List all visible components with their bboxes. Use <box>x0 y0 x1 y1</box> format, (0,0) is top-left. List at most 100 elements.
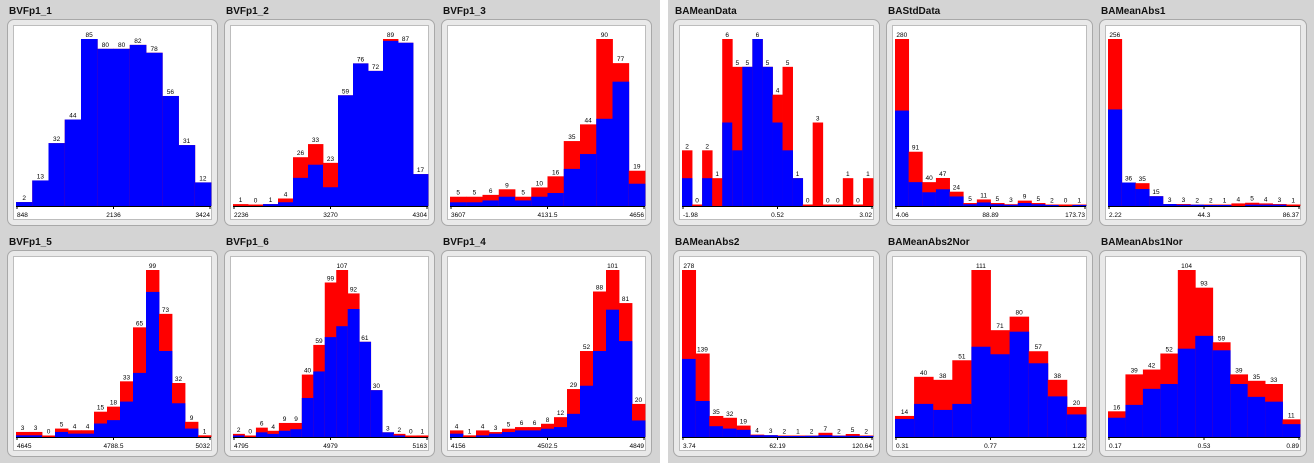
bar-count-label: 44 <box>585 117 593 124</box>
bar-count-label: 80 <box>102 42 110 49</box>
bar-count-label: 13 <box>37 173 45 180</box>
bar-count-label: 101 <box>607 263 618 270</box>
histogram-bar-red <box>832 204 844 206</box>
histogram-bar-red <box>42 435 56 437</box>
bar-count-label: 0 <box>826 198 830 205</box>
bar-count-label: 29 <box>570 382 578 389</box>
bar-count-label: 1 <box>269 197 273 204</box>
bar-count-label: 2 <box>1209 198 1213 205</box>
bar-count-label: 3 <box>1168 197 1172 204</box>
histogram-bar-blue <box>1176 204 1191 206</box>
bar-count-label: 19 <box>740 419 748 426</box>
histogram-bar-blue <box>1045 205 1060 206</box>
bar-count-label: 3 <box>1009 197 1013 204</box>
bar-count-label: 3 <box>34 425 38 432</box>
bar-count-label: 35 <box>1139 176 1147 183</box>
bar-count-label: 18 <box>110 400 118 407</box>
x-tick-label: 4795 <box>234 443 249 450</box>
histogram-bar-blue <box>359 341 372 437</box>
histogram-bar-blue <box>382 432 394 437</box>
bar-count-label: 2 <box>837 429 841 436</box>
histogram-bar-red <box>476 430 490 437</box>
bar-count-label: 51 <box>958 353 966 360</box>
histogram-bar-red <box>198 435 212 437</box>
histogram-bar-blue <box>159 350 173 437</box>
bar-count-label: 65 <box>136 320 144 327</box>
bar-count-label: 42 <box>1148 363 1156 370</box>
bar-count-label: 6 <box>725 32 729 39</box>
histogram-bar-blue <box>338 95 354 206</box>
bar-count-label: 17 <box>417 167 425 174</box>
histogram-bar-blue <box>933 409 953 437</box>
histogram-bar-blue <box>632 420 646 437</box>
bar-count-label: 90 <box>601 32 609 39</box>
bar-count-label: 16 <box>552 169 560 176</box>
bar-count-label: 3 <box>1182 197 1186 204</box>
plot-area: 278 139 35 32 19 4 3 2 1 2 7 2 5 2 3.74 62.19 120.64 <box>679 256 874 451</box>
bar-count-label: 104 <box>1181 263 1192 270</box>
histogram-bar-blue <box>368 70 384 207</box>
bar-count-label: 5 <box>473 190 477 197</box>
bar-count-label: 0 <box>856 198 860 205</box>
bar-count-label: 2 <box>864 429 868 436</box>
bar-count-label: 36 <box>1125 176 1133 183</box>
histogram-bar-blue <box>370 390 383 437</box>
plot-area: 280 91 40 47 24 5 11 5 3 9 5 2 0 1 4.06 88.89 173.73 <box>892 25 1087 220</box>
histogram-bar-blue <box>278 430 291 437</box>
histogram-bar-blue <box>782 150 793 206</box>
chart-title: BVFp1_4 <box>443 237 486 248</box>
histogram-bar-red <box>1245 202 1260 206</box>
histogram-bar-red <box>248 204 264 206</box>
histogram-bar-blue <box>763 435 778 437</box>
bar-count-label: 30 <box>373 383 381 390</box>
plot-area: 1 0 1 4 26 33 23 59 76 72 89 87 17 2236 3270 4304 <box>230 25 429 220</box>
histogram-bar-blue <box>596 118 613 206</box>
bar-count-label: 4 <box>481 423 485 430</box>
histogram-bar-blue <box>580 385 594 437</box>
bar-count-label: 76 <box>357 56 365 63</box>
histogram-bar-red <box>802 204 814 206</box>
histogram-bar-blue <box>990 204 1005 206</box>
histogram-bar-blue <box>1017 203 1032 206</box>
chart-title: BVFp1_5 <box>9 237 52 248</box>
x-tick-label: 44.3 <box>1198 212 1211 219</box>
bar-count-label: 33 <box>123 374 131 381</box>
histogram-bar-blue <box>81 39 98 206</box>
histogram-bar-blue <box>908 182 923 206</box>
bar-count-label: 4 <box>1264 196 1268 203</box>
bar-count-label: 44 <box>69 113 77 120</box>
histogram-bar-blue <box>528 430 542 437</box>
x-tick-label: 2236 <box>234 212 249 219</box>
histogram-bar-blue <box>29 435 43 437</box>
bar-count-label: 80 <box>1016 310 1024 317</box>
bar-count-label: 2 <box>237 427 241 434</box>
plot-area: 14 40 38 51 111 71 80 57 38 20 0.31 0.77 1.22 <box>892 256 1087 451</box>
histogram-bar-blue <box>255 432 268 437</box>
histogram-bar-red <box>812 122 824 206</box>
histogram-bar-red <box>68 430 82 437</box>
bar-count-label: 2 <box>398 427 402 434</box>
bar-count-label: 26 <box>297 150 305 157</box>
x-tick-label: 0.52 <box>771 212 784 219</box>
bar-count-label: 1 <box>420 428 424 435</box>
x-tick-label: 0.89 <box>1286 443 1299 450</box>
bar-count-label: 61 <box>361 335 369 342</box>
histogram-panel: BVFp1_3 5 5 6 9 5 10 16 35 44 90 77 19 3607 4131.5 4656 <box>441 5 652 226</box>
histogram-bar-blue <box>563 168 581 206</box>
histogram-bar-blue <box>612 81 630 206</box>
histogram-bar-blue <box>185 428 199 437</box>
histogram-bar-blue <box>971 346 991 437</box>
histogram-bar-blue <box>324 337 337 437</box>
histogram-bar-red <box>682 150 693 206</box>
x-tick-label: 2.22 <box>1109 212 1122 219</box>
bar-count-label: 4 <box>455 423 459 430</box>
histogram-panel: BAMeanAbs1Nor 16 39 42 52 104 93 59 39 35 33 11 0.17… <box>1099 236 1307 457</box>
bar-count-label: 1 <box>796 171 800 178</box>
chart-frame: 4 1 4 3 5 6 6 8 12 29 52 88 101 81 20 4156 4502.5 4849 <box>441 250 652 457</box>
x-tick-label: 4979 <box>323 443 338 450</box>
x-tick-label: 3270 <box>323 212 338 219</box>
